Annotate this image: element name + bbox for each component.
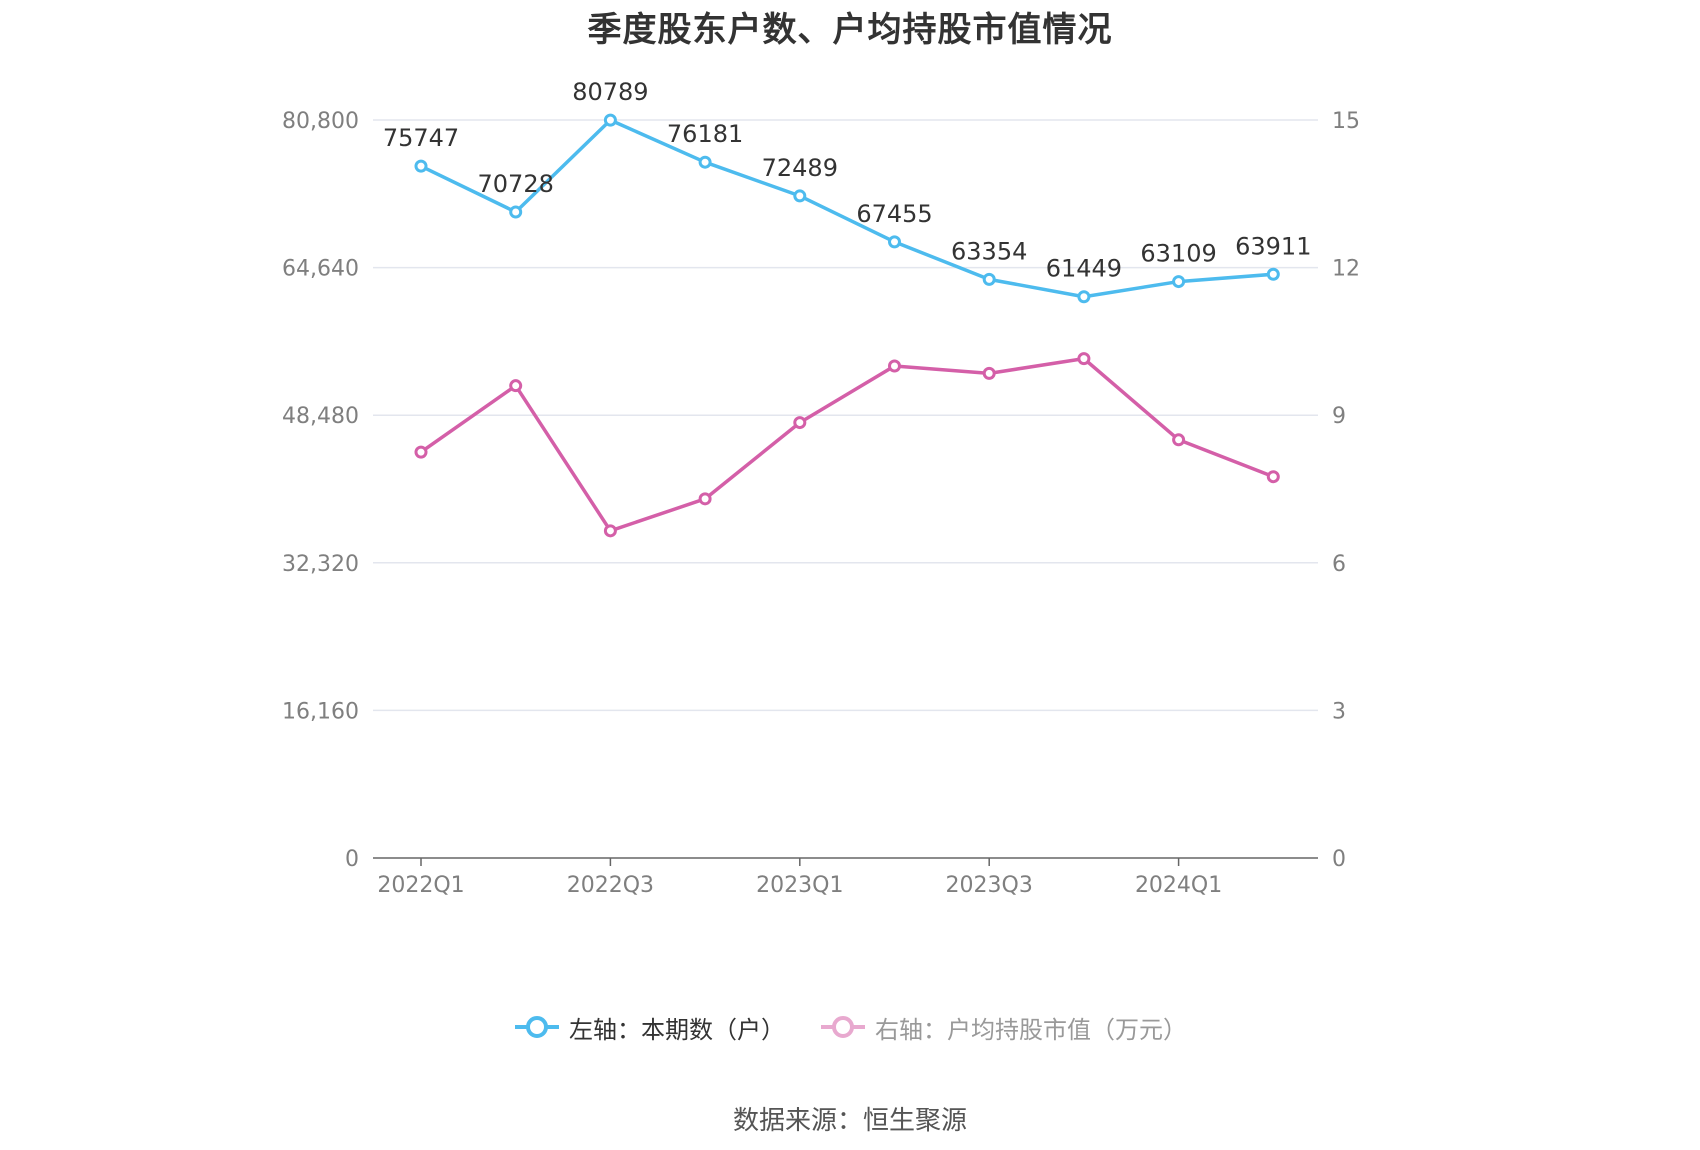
series-point-left [414,159,428,173]
series-point-right [1077,352,1091,366]
data-label: 63911 [1235,232,1311,260]
data-label: 67455 [856,200,932,228]
series-point-left [888,235,901,249]
legend-marker-right-icon [821,1016,865,1038]
y-left-tick-label: 80,800 [282,109,359,134]
legend-label-right: 右轴：户均持股市值（万元） [875,1015,1187,1044]
series-point-right [603,524,617,538]
y-right-tick-label: 9 [1332,404,1346,429]
data-label: 72489 [762,154,838,182]
series-point-right [414,445,428,459]
y-right-tick-label: 0 [1332,847,1346,872]
series-point-left [603,113,617,127]
series-point-left [509,205,523,219]
series-point-left [698,155,712,169]
series-point-right [698,492,712,506]
series-point-left [982,272,996,286]
chart-title: 季度股东户数、户均持股市值情况 [587,10,1113,50]
x-tick-label: 2022Q3 [567,873,654,898]
data-label: 63109 [1140,240,1216,268]
series-point-right [1266,470,1280,484]
series-point-right [1172,433,1186,447]
legend-item-right[interactable]: 右轴：户均持股市值（万元） [819,1010,1187,1045]
series-point-left [1266,267,1280,281]
series-point-right [888,359,901,373]
data-label: 61449 [1046,255,1122,283]
grid-layer [373,119,1318,712]
label-layer: 75747 70728 80789 76181 72489 67455 63354 61449… [383,78,1312,283]
x-tick-label: 2023Q3 [946,873,1033,898]
data-label: 70728 [478,170,554,198]
x-tick-label: 2022Q1 [377,873,464,898]
series-point-right [982,366,996,380]
x-tick-label: 2023Q1 [756,873,843,898]
series-point-left [793,189,807,203]
y-right-tick-label: 12 [1332,257,1360,282]
y-left-tick-label: 16,160 [282,699,359,724]
y-right-tick-label: 3 [1332,699,1346,724]
series-point-left [1172,275,1186,289]
legend-label-left: 左轴：本期数（户） [569,1015,785,1044]
y-right-tick-label: 6 [1332,552,1346,577]
y-left-tick-label: 64,640 [282,257,359,282]
y-left-tick-label: 0 [345,847,359,872]
data-source: 数据来源：恒生聚源 [732,1106,967,1136]
axis-layer: 0 0 16,160 3 32,320 6 48,480 9 64,640 12 80,800 15 2… [282,109,1360,898]
series-layer [414,113,1280,538]
series-line-right [419,356,1274,533]
y-left-tick-label: 48,480 [282,404,359,429]
legend-item-left[interactable]: 左轴：本期数（户） [513,1010,785,1045]
data-label: 63354 [951,237,1027,265]
series-point-right [793,416,807,430]
data-label: 80789 [572,78,648,106]
legend: 左轴：本期数（户） 右轴：户均持股市值（万元） [0,1005,1700,1049]
series-point-left [1077,290,1091,304]
x-tick-label: 2024Q1 [1135,873,1222,898]
series-point-right [509,379,523,393]
legend-marker-left-icon [515,1016,559,1038]
series-line-left [420,118,1274,299]
data-label: 75747 [383,124,459,152]
data-label: 76181 [667,120,743,148]
y-left-tick-label: 32,320 [282,552,359,577]
y-right-tick-label: 15 [1332,109,1360,134]
